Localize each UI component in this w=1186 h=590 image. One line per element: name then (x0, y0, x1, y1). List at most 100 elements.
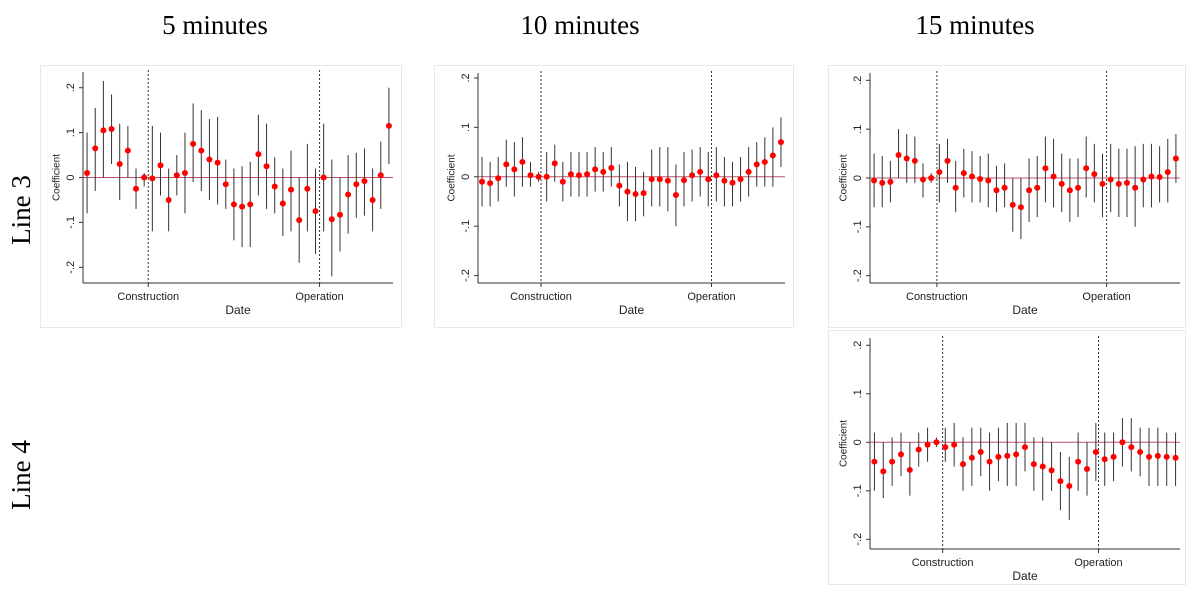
point-estimate (230, 201, 237, 208)
point-estimate (1004, 452, 1011, 459)
point-estimate (915, 446, 922, 453)
point-estimate (640, 190, 647, 197)
point-estimate (312, 208, 319, 215)
x-tick-label: Construction (117, 291, 179, 303)
point-estimate (1115, 180, 1122, 187)
point-estimate (288, 186, 295, 193)
point-estimate (689, 172, 696, 179)
point-estimate (889, 458, 896, 465)
point-estimate (495, 175, 502, 182)
point-estimate (1146, 453, 1152, 460)
point-estimate (1132, 184, 1139, 191)
point-estimate (1022, 444, 1028, 451)
column-title: 5 minutes (162, 10, 268, 40)
point-estimate (1123, 179, 1130, 186)
point-estimate (84, 170, 91, 177)
point-estimate (769, 152, 776, 159)
y-tick-label: .1 (852, 125, 864, 134)
point-estimate (1066, 187, 1073, 194)
point-estimate (968, 454, 975, 461)
point-estimate (149, 175, 156, 182)
point-estimate (871, 177, 878, 184)
point-estimate (479, 178, 486, 185)
point-estimate (551, 160, 558, 167)
point-estimate (1026, 187, 1033, 194)
point-estimate (181, 170, 188, 177)
row-label: Line 3 (6, 175, 36, 245)
point-estimate (304, 185, 311, 192)
y-axis-label: Coefficient (447, 154, 458, 201)
point-estimate (1172, 454, 1179, 461)
point-estimate (942, 444, 949, 451)
point-estimate (1017, 204, 1024, 211)
x-tick-label: Construction (912, 557, 974, 569)
point-estimate (729, 179, 736, 186)
point-estimate (993, 187, 1000, 194)
y-axis-label: Coefficient (52, 154, 63, 201)
y-tick-label: .2 (65, 83, 77, 92)
point-estimate (1128, 444, 1135, 451)
point-estimate (721, 177, 728, 184)
point-estimate (777, 139, 784, 146)
point-estimate (345, 191, 352, 198)
y-axis-label: Coefficient (839, 154, 850, 201)
point-estimate (503, 161, 510, 168)
point-estimate (761, 158, 768, 165)
point-estimate (1156, 174, 1163, 181)
point-estimate (1048, 467, 1055, 474)
point-estimate (108, 126, 115, 133)
y-tick-label: -.1 (65, 216, 77, 229)
point-estimate (656, 176, 663, 183)
point-estimate (928, 175, 935, 181)
y-tick-label: -.2 (852, 533, 864, 546)
x-tick-label: Operation (1074, 557, 1122, 569)
point-estimate (681, 177, 688, 184)
panel: -.2 -.1 0 .1 .2 Construction Operation Date Coef… (434, 65, 794, 328)
point-estimate (1039, 463, 1046, 470)
point-estimate (985, 177, 992, 184)
row-label: Line 4 (6, 440, 36, 510)
point-estimate (933, 439, 940, 446)
point-estimate (1009, 201, 1016, 208)
y-tick-label: -.1 (460, 220, 472, 233)
point-estimate (124, 147, 131, 154)
point-estimate (377, 172, 384, 179)
y-tick-label: .2 (460, 73, 472, 82)
point-estimate (1137, 448, 1144, 455)
point-estimate (1042, 165, 1049, 172)
point-estimate (952, 184, 959, 191)
point-estimate (1172, 155, 1179, 162)
column-title: 15 minutes (915, 10, 1034, 40)
panel: -.2 -.1 0 .1 .2 Construction Operation Date Coef… (828, 330, 1186, 585)
point-estimate (173, 172, 180, 179)
point-estimate (986, 458, 993, 465)
point-estimate (519, 158, 526, 165)
panel: -.2 -.1 0 .1 .2 Construction Operation Date Coef… (40, 65, 402, 328)
x-tick-label: Operation (687, 291, 735, 303)
point-estimate (198, 147, 205, 154)
point-estimate (1164, 169, 1171, 176)
point-estimate (920, 176, 927, 183)
point-estimate (1091, 171, 1098, 178)
y-tick-label: .1 (460, 123, 472, 132)
point-estimate (584, 171, 591, 178)
x-tick-label: Construction (906, 291, 968, 303)
point-estimate (353, 181, 360, 188)
point-estimate (1030, 461, 1037, 468)
x-tick-label: Operation (295, 291, 343, 303)
point-estimate (1066, 482, 1073, 489)
point-estimate (1119, 439, 1126, 446)
point-estimate (737, 176, 744, 183)
y-tick-label: -.2 (65, 261, 77, 274)
point-estimate (960, 461, 966, 468)
x-axis-label: Date (1012, 569, 1038, 583)
y-tick-label: .1 (852, 389, 864, 398)
y-tick-label: -.2 (460, 269, 472, 282)
point-estimate (906, 466, 913, 473)
y-tick-label: -.1 (852, 220, 864, 233)
x-tick-label: Construction (510, 291, 572, 303)
y-tick-label: -.2 (852, 269, 864, 282)
point-estimate (600, 168, 607, 175)
point-estimate (995, 453, 1002, 460)
point-estimate (592, 166, 599, 173)
